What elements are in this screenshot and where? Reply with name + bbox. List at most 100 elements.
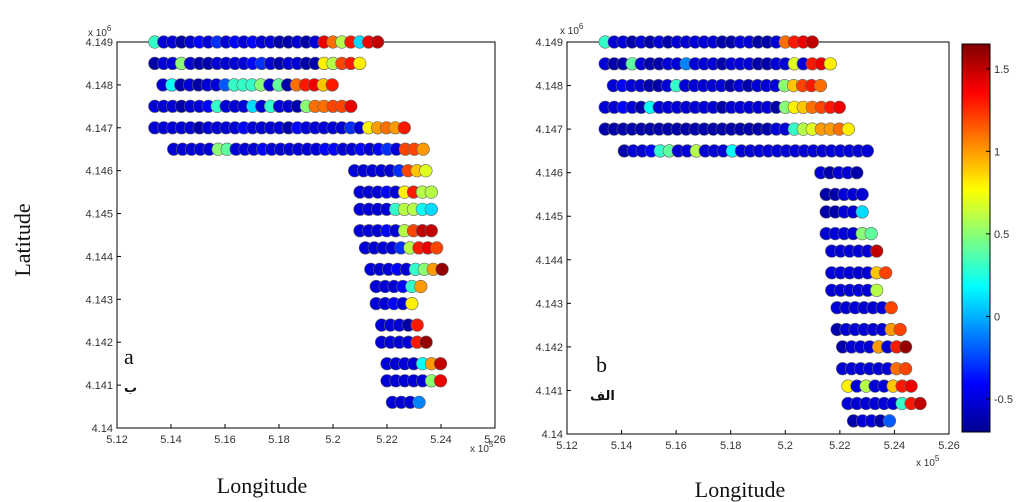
y-tick-label: 4.145 bbox=[535, 211, 563, 223]
y-tick-label: 4.141 bbox=[535, 385, 563, 397]
y-tick-label: 4.149 bbox=[535, 37, 563, 49]
y-tick-label: 4.146 bbox=[85, 166, 113, 178]
panel-a: 5.12 5.14 5.16 5.18 5.2 5.22 5.24 5.26 4.144.14… bbox=[10, 24, 506, 498]
data-point bbox=[430, 241, 444, 255]
y-tick-label: 4.14 bbox=[92, 423, 113, 435]
x-tick-label: 5.22 bbox=[376, 434, 397, 446]
panel-a-y-ticks: 4.14 4.141 4.142 4.143 4.144 4.145 4.146 4.147 4… bbox=[85, 37, 121, 435]
y-tick-label: 4.143 bbox=[85, 294, 113, 306]
data-point bbox=[419, 164, 433, 178]
data-point bbox=[371, 35, 385, 49]
data-point bbox=[870, 244, 884, 258]
data-point bbox=[416, 142, 430, 156]
x-tick-label: 5.12 bbox=[106, 434, 127, 446]
data-point bbox=[325, 78, 339, 92]
colorbar-ticks: -0.5 0 0.5 1 1.5 bbox=[986, 64, 1013, 406]
data-point bbox=[397, 121, 411, 135]
y-tick-label: 4.148 bbox=[85, 80, 113, 92]
x-tick-label: 5.2 bbox=[778, 440, 793, 452]
panel-b-y-exponent: x 106 bbox=[560, 22, 584, 37]
panel-b-markers bbox=[598, 35, 927, 428]
data-point bbox=[864, 227, 878, 241]
colorbar: -0.5 0 0.5 1 1.5 bbox=[961, 43, 1013, 433]
x-tick-label: 5.22 bbox=[829, 440, 850, 452]
data-point bbox=[855, 205, 869, 219]
y-tick-label: 4.143 bbox=[535, 298, 563, 310]
data-point bbox=[412, 395, 426, 409]
colorbar-tick-label: 1 bbox=[994, 146, 1000, 158]
x-tick-label: 5.18 bbox=[268, 434, 289, 446]
panel-a-label: a bbox=[124, 344, 134, 369]
colorbar-tick-label: 0 bbox=[994, 311, 1000, 323]
panel-b-y-ticks: 4.14 4.141 4.142 4.143 4.144 4.145 4.146 4.147 4… bbox=[535, 37, 571, 441]
data-point bbox=[884, 301, 898, 315]
panel-b: 5.12 5.14 5.16 5.18 5.2 5.22 5.24 5.26 4.144.14… bbox=[535, 22, 959, 502]
y-tick-label: 4.141 bbox=[85, 380, 113, 392]
data-point bbox=[850, 166, 864, 180]
data-point bbox=[879, 266, 893, 280]
y-tick-label: 4.144 bbox=[85, 251, 113, 263]
x-tick-label: 5.26 bbox=[484, 434, 505, 446]
x-tick-label: 5.2 bbox=[325, 434, 340, 446]
data-point bbox=[805, 35, 819, 49]
panel-a-sublabel: ب bbox=[124, 381, 137, 396]
y-tick-label: 4.149 bbox=[85, 37, 113, 49]
x-tick-label: 5.14 bbox=[160, 434, 181, 446]
data-point bbox=[870, 283, 884, 297]
data-point bbox=[813, 78, 828, 93]
y-tick-label: 4.142 bbox=[85, 337, 113, 349]
colorbar-gradient bbox=[961, 43, 991, 433]
data-point bbox=[855, 187, 869, 201]
y-axis-label: Latitude bbox=[10, 203, 35, 276]
panel-a-x-exponent: x 105 bbox=[470, 440, 494, 455]
panel-b-sublabel: الف bbox=[590, 389, 615, 404]
colorbar-tick-label: -0.5 bbox=[994, 394, 1013, 406]
data-point bbox=[405, 297, 419, 311]
data-point bbox=[893, 322, 907, 337]
data-point bbox=[841, 122, 855, 136]
x-tick-label: 5.12 bbox=[556, 440, 577, 452]
data-point bbox=[913, 396, 927, 411]
x-tick-label: 5.24 bbox=[430, 434, 451, 446]
data-point bbox=[898, 362, 913, 376]
x-tick-label: 5.24 bbox=[884, 440, 905, 452]
x-tick-label: 5.18 bbox=[720, 440, 741, 452]
panel-b-x-exponent: x 105 bbox=[916, 454, 940, 469]
data-point bbox=[823, 57, 837, 71]
data-point bbox=[344, 99, 358, 113]
y-tick-label: 4.147 bbox=[535, 124, 563, 136]
panel-a-y-exponent: x 106 bbox=[88, 24, 112, 39]
data-point bbox=[898, 340, 913, 354]
data-point bbox=[410, 318, 424, 332]
data-point bbox=[424, 202, 438, 216]
x-tick-label: 5.16 bbox=[214, 434, 235, 446]
y-tick-label: 4.145 bbox=[85, 209, 113, 221]
colorbar-tick-label: 0.5 bbox=[994, 229, 1009, 241]
panel-a-x-ticks: 5.12 5.14 5.16 5.18 5.2 5.22 5.24 5.26 bbox=[106, 424, 506, 446]
y-tick-label: 4.146 bbox=[535, 168, 563, 180]
x-tick-label: 5.26 bbox=[938, 440, 959, 452]
data-point bbox=[414, 279, 428, 294]
data-point bbox=[860, 144, 875, 158]
y-tick-label: 4.14 bbox=[542, 429, 563, 441]
data-point bbox=[419, 335, 433, 349]
data-point bbox=[435, 262, 449, 276]
colorbar-tick-label: 1.5 bbox=[994, 64, 1009, 76]
panel-b-x-label: Longitude bbox=[695, 477, 785, 502]
panel-b-label: b bbox=[596, 352, 607, 377]
x-tick-label: 5.14 bbox=[611, 440, 632, 452]
y-tick-label: 4.148 bbox=[535, 81, 563, 93]
data-point bbox=[433, 357, 448, 371]
data-point bbox=[904, 379, 918, 393]
y-tick-label: 4.142 bbox=[535, 342, 563, 354]
panel-b-x-ticks: 5.12 5.14 5.16 5.18 5.2 5.22 5.24 5.26 bbox=[556, 430, 960, 452]
y-tick-label: 4.147 bbox=[85, 123, 113, 135]
x-tick-label: 5.16 bbox=[665, 440, 686, 452]
data-point bbox=[433, 374, 448, 388]
y-tick-label: 4.144 bbox=[535, 255, 563, 267]
data-point bbox=[882, 414, 897, 428]
panel-a-markers bbox=[148, 35, 449, 409]
data-point bbox=[424, 224, 438, 238]
data-point bbox=[424, 185, 438, 199]
